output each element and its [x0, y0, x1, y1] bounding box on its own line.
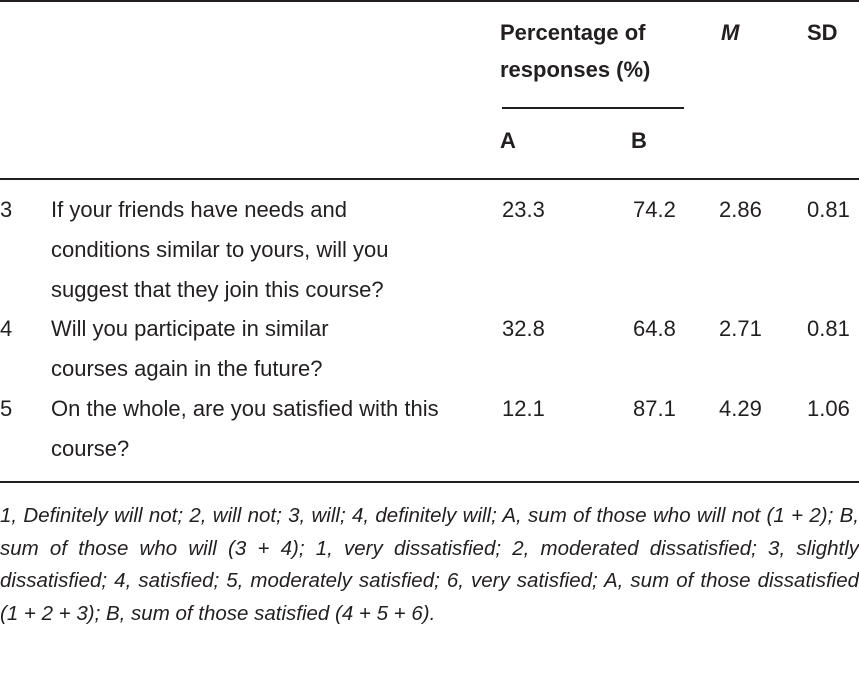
row-sd: 1.06	[807, 396, 850, 421]
header-bottom-rule	[0, 178, 859, 180]
row-mean: 4.29	[719, 396, 762, 421]
col-b-header: B	[631, 128, 647, 153]
table-bottom-rule	[0, 481, 859, 483]
sd-header: SD	[807, 20, 838, 45]
mean-header: M	[721, 20, 740, 45]
table-top-rule	[0, 0, 859, 2]
row-mean: 2.71	[719, 316, 762, 341]
row-value-b: 74.2	[633, 197, 676, 222]
percentage-header: Percentage of responses (%)	[500, 20, 651, 82]
row-value-a: 12.1	[502, 396, 545, 421]
row-sd: 0.81	[807, 316, 850, 341]
col-a-header: A	[500, 128, 516, 153]
row-number: 3	[0, 197, 13, 222]
row-question: On the whole, are you satisfied with thi…	[51, 396, 439, 461]
row-number: 5	[0, 396, 13, 421]
row-value-b: 64.8	[633, 316, 676, 341]
row-sd: 0.81	[807, 197, 850, 222]
row-value-a: 23.3	[502, 197, 545, 222]
row-value-b: 87.1	[633, 396, 676, 421]
row-number: 4	[0, 316, 13, 341]
row-question: Will you participate in similar courses …	[51, 316, 329, 381]
row-question: If your friends have needs and condition…	[51, 197, 389, 302]
row-mean: 2.86	[719, 197, 762, 222]
percentage-subheader-rule	[502, 107, 684, 109]
row-value-a: 32.8	[502, 316, 545, 341]
table-footnote: 1, Definitely will not; 2, will not; 3, …	[0, 504, 859, 625]
